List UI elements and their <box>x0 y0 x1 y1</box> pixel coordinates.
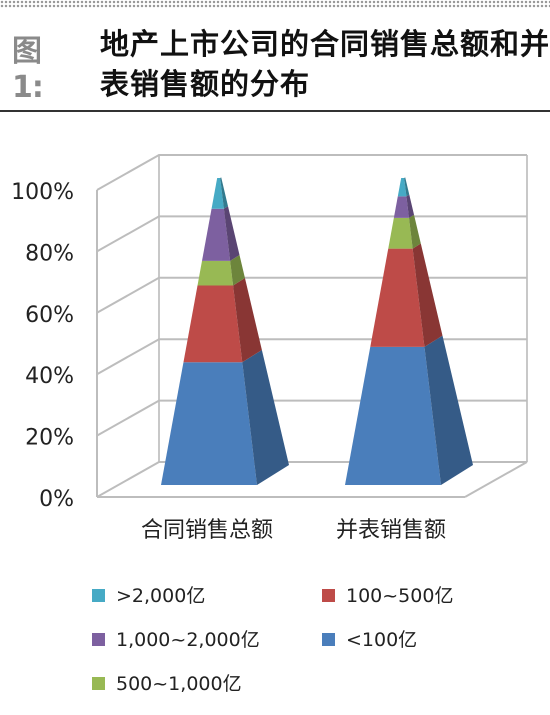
floor-right-edge <box>464 461 528 498</box>
pyramid-1-front-100 <box>345 346 441 485</box>
pyramid-0-side-500-1-000 <box>230 255 245 286</box>
legend-label: <100亿 <box>346 629 417 651</box>
legend-label: >2,000亿 <box>116 585 205 607</box>
pyramid-0-front-100-500 <box>183 285 243 363</box>
gridline-5 <box>96 154 527 191</box>
legend-item-500-1-000: 500~1,000亿 <box>92 673 242 695</box>
pyramid-1-front-2-000 <box>397 178 407 197</box>
legend-swatch <box>92 677 105 690</box>
legend-item-100-500: 100~500亿 <box>322 585 453 607</box>
pyramid-0-side-2-000 <box>220 177 228 209</box>
figure-header: 图1: 地产上市公司的合同销售总额和并表销售额的分布 <box>0 0 550 112</box>
pyramid-1-front-1-000-2-000 <box>393 196 409 218</box>
y-tick-label-5: 100% <box>11 180 74 205</box>
legend-item-100: <100亿 <box>322 629 417 651</box>
pyramid-0 <box>161 177 289 485</box>
gridline-2 <box>96 338 527 376</box>
legend-item-2-000: >2,000亿 <box>92 585 205 607</box>
legend-item-1-000-2-000: 1,000~2,000亿 <box>92 629 260 651</box>
figure-label: 图1: <box>12 34 44 105</box>
legend-swatch <box>322 633 335 646</box>
pyramid-0-front-2-000 <box>211 178 224 209</box>
legend-label: 500~1,000亿 <box>116 673 242 695</box>
legend-swatch <box>322 589 335 602</box>
pyramid-0-side-1-000-2-000 <box>223 206 240 261</box>
y-tick-label-4: 80% <box>25 241 74 266</box>
y-tick-label-0: 0% <box>39 487 74 512</box>
pyramid-1-side-100-500 <box>412 243 443 347</box>
pyramid-1-side-500-1-000 <box>408 214 421 249</box>
x-tick-label-0: 合同销售总额 <box>141 518 273 543</box>
pyramid-1-side-1-000-2-000 <box>406 194 415 218</box>
pyramid-1 <box>345 177 473 485</box>
pyramid-1-front-100-500 <box>370 248 425 347</box>
y-axis-ticks: 0% 20% 40% 60% 80% 100% <box>11 180 74 512</box>
legend-swatch <box>92 633 105 646</box>
legend-swatch <box>92 589 105 602</box>
pyramid-0-front-1-000-2-000 <box>202 208 231 261</box>
legend-label: 100~500亿 <box>346 585 453 607</box>
pyramid-1-side-100 <box>424 335 473 485</box>
gridline-4 <box>96 215 527 253</box>
pyramid-0-side-100 <box>242 349 289 485</box>
gridline-3 <box>96 276 527 314</box>
pyramid-1-front-500-1-000 <box>388 217 413 249</box>
x-axis-labels: 合同销售总额 并表销售额 <box>141 518 446 543</box>
y-tick-label-2: 40% <box>25 364 74 389</box>
legend: >2,000亿 100~500亿 1,000~2,000亿 <100亿 500~1,00… <box>92 585 453 695</box>
x-tick-label-1: 并表销售额 <box>336 518 446 543</box>
y-tick-label-3: 60% <box>25 303 74 328</box>
pyramid-1-side-2-000 <box>404 177 410 197</box>
legend-label: 1,000~2,000亿 <box>116 629 260 651</box>
pyramid-layer <box>161 177 473 485</box>
chart-title: 地产上市公司的合同销售总额和并表销售额的分布 <box>100 27 550 101</box>
pyramid-0-front-100 <box>161 362 257 485</box>
pyramid-0-front-500-1-000 <box>197 260 234 286</box>
title-divider <box>0 110 550 112</box>
y-tick-label-1: 20% <box>25 426 74 451</box>
dotted-border <box>0 0 550 8</box>
pyramid-0-side-100-500 <box>233 278 262 363</box>
